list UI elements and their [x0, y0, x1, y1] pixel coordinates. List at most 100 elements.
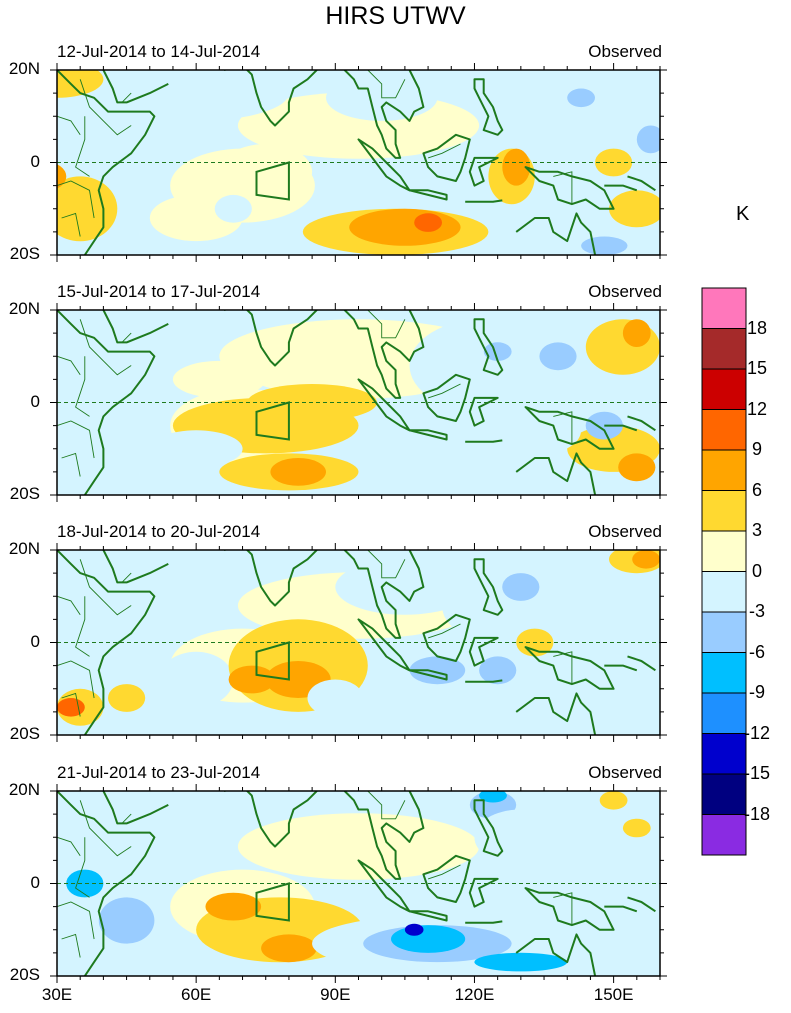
colorbar-label: -9: [748, 682, 765, 702]
coastline: [604, 905, 638, 913]
country-border: [57, 836, 81, 857]
coastline: [224, 310, 318, 367]
latitude-label: 20S: [9, 484, 40, 503]
colorbar-swatch: [701, 814, 747, 856]
anomaly-region: [66, 869, 104, 898]
coastline: [343, 310, 425, 399]
coastline: [515, 452, 597, 495]
anomaly-region: [172, 360, 266, 398]
longitude-label: 30E: [41, 985, 73, 1004]
country-border: [57, 901, 95, 940]
country-border: [75, 837, 90, 898]
anomaly-region: [567, 651, 660, 708]
coastline: [473, 318, 504, 376]
colorbar-swatch: [701, 287, 747, 329]
country-border: [553, 411, 573, 445]
longitude-label: 150E: [593, 985, 634, 1004]
country-border: [553, 651, 573, 685]
anomaly-region: [511, 79, 623, 135]
coastline: [524, 406, 615, 450]
coastline: [408, 189, 448, 201]
country-border: [57, 355, 81, 376]
anomaly-region: [581, 236, 628, 255]
country-border: [75, 356, 90, 417]
colorbar-swatch: [701, 571, 747, 613]
longitude-label: 60E: [181, 985, 212, 1004]
country-border: [121, 332, 132, 343]
country-border: [61, 212, 81, 237]
colorbar-label: -3: [748, 601, 765, 621]
country-border: [121, 572, 132, 583]
anomaly-region: [539, 342, 577, 371]
latitude-label: 20S: [9, 244, 40, 263]
anomaly-region: [117, 818, 229, 875]
coastline: [343, 791, 425, 880]
country-border: [553, 171, 573, 205]
coastline: [473, 558, 504, 616]
anomaly-region: [57, 70, 104, 98]
colorbar-label: -6: [748, 641, 765, 662]
coastline: [343, 550, 425, 639]
coastline: [524, 166, 615, 210]
country-border: [427, 864, 461, 880]
anomaly-region: [270, 458, 327, 486]
map-panel-2: [50, 303, 667, 502]
figure-title: HIRS UTWV: [325, 2, 466, 30]
coastline: [422, 373, 471, 422]
map-panel-1: [50, 63, 667, 262]
latitude-label: 20S: [9, 724, 40, 743]
longitude-label: 90E: [320, 985, 351, 1004]
panel-observed-label: Observed: [588, 522, 662, 541]
coastline: [422, 613, 471, 662]
anomaly-region: [149, 430, 243, 468]
country-border: [427, 383, 461, 399]
coastline: [465, 679, 503, 683]
coastline: [422, 854, 471, 903]
coastline: [102, 70, 169, 104]
coastline: [224, 550, 318, 607]
anomaly-region: [423, 70, 480, 98]
country-border: [121, 92, 132, 103]
latitude-label: 0: [30, 872, 40, 892]
map-panel-3: [50, 543, 667, 742]
analysis-box: [255, 401, 290, 441]
country-border: [79, 319, 132, 376]
country-border: [427, 143, 461, 159]
latitude-label: 20N: [8, 539, 40, 558]
country-border: [61, 692, 81, 717]
colorbar-label: 15: [746, 358, 768, 378]
anomaly-region: [57, 559, 197, 652]
country-border: [367, 550, 406, 579]
coastline: [57, 310, 156, 495]
anomaly-region: [335, 559, 475, 615]
coastline: [515, 692, 597, 735]
anomaly-region: [57, 698, 85, 717]
anomaly-region: [261, 934, 317, 963]
anomaly-region: [618, 453, 656, 482]
colorbar-label: -18: [743, 803, 770, 824]
colorbar-label: 0: [751, 560, 762, 581]
anomaly-region: [479, 656, 517, 685]
coastline: [468, 636, 499, 667]
colorbar-swatch: [701, 652, 747, 694]
coastline: [102, 550, 169, 584]
coastline: [224, 70, 318, 127]
coastline: [604, 184, 638, 192]
coastline: [102, 791, 169, 825]
country-border: [57, 420, 95, 459]
colorbar-label: 3: [751, 520, 762, 540]
colorbar: [701, 287, 747, 856]
colorbar-label: 12: [746, 398, 768, 419]
longitude-label: 120E: [454, 985, 495, 1004]
analysis-box: [255, 161, 290, 201]
colorbar-label: 9: [751, 439, 762, 459]
country-border: [367, 791, 406, 820]
latitude-label: 20N: [8, 780, 40, 799]
coastline: [515, 212, 597, 255]
anomaly-region: [409, 319, 558, 412]
coastline: [627, 415, 656, 432]
anomaly-region: [57, 164, 67, 189]
latitude-label: 20N: [8, 59, 40, 78]
coastline: [468, 156, 499, 187]
